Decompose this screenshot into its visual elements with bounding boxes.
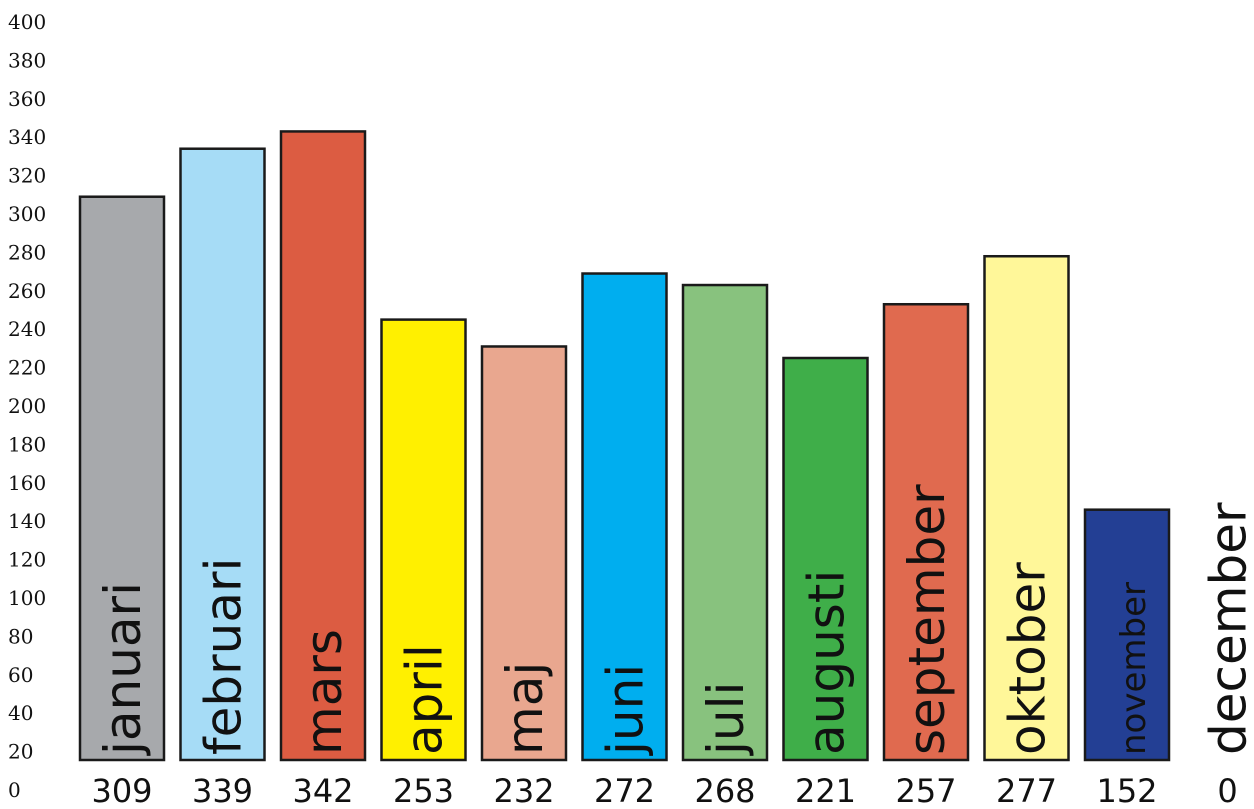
value-label-april: 253 — [393, 772, 454, 809]
y-tick-label: 100 — [8, 586, 46, 610]
value-label-maj: 232 — [493, 772, 554, 809]
y-tick-label: 360 — [8, 87, 46, 111]
bar-juli — [681, 283, 769, 762]
bar-april — [380, 318, 467, 762]
y-tick-label: 200 — [8, 394, 46, 418]
category-label-december: december — [1200, 502, 1254, 755]
value-label-december: 0 — [1217, 772, 1237, 809]
value-label-oktober: 277 — [996, 772, 1057, 809]
y-axis: 0 20 40 60 80 100 120 140 160 180 200 220 240 260 280 3… — [8, 10, 46, 802]
category-label-maj: maj — [496, 662, 554, 755]
y-tick-label: 340 — [8, 125, 46, 149]
category-label-augusti: augusti — [798, 570, 856, 755]
bar-oktober — [983, 254, 1070, 762]
value-labels: 309 339 342 253 232 272 268 221 257 277 152 0 — [91, 772, 1237, 809]
y-tick-label: 180 — [8, 432, 46, 456]
bar-augusti — [782, 356, 869, 762]
category-label-oktober: oktober — [999, 562, 1057, 755]
y-tick-label: 80 — [8, 624, 33, 648]
y-tick-label: 300 — [8, 202, 46, 226]
category-labels: januari februari mars april maj juni juli augus… — [94, 484, 1254, 756]
y-tick-label: 280 — [8, 240, 46, 264]
y-tick-label: 160 — [8, 471, 46, 495]
category-label-juli: juli — [697, 682, 755, 756]
category-label-juni: juni — [597, 664, 655, 756]
value-label-september: 257 — [895, 772, 956, 809]
y-tick-label: 20 — [8, 740, 33, 764]
value-label-januari: 309 — [91, 772, 152, 809]
category-label-april: april — [396, 644, 454, 755]
y-tick-label: 240 — [8, 317, 46, 341]
value-label-mars: 342 — [292, 772, 353, 809]
bar-maj — [480, 345, 568, 762]
bar-juni — [581, 272, 668, 762]
y-tick-label: 380 — [8, 48, 46, 72]
category-label-mars: mars — [295, 629, 353, 755]
value-label-augusti: 221 — [795, 772, 856, 809]
bar-november — [1083, 508, 1171, 762]
category-label-september: september — [898, 484, 956, 755]
y-tick-label: 220 — [8, 356, 46, 380]
value-label-november: 152 — [1096, 772, 1157, 809]
y-tick-label: 120 — [8, 548, 46, 572]
y-tick-label: 400 — [8, 10, 46, 34]
value-label-juni: 272 — [594, 772, 655, 809]
y-tick-label: 0 — [8, 778, 21, 802]
y-tick-label: 140 — [8, 509, 46, 533]
value-label-juli: 268 — [694, 772, 755, 809]
y-tick-label: 260 — [8, 279, 46, 303]
y-tick-label: 320 — [8, 164, 46, 188]
bar-februari — [179, 147, 266, 762]
bar-januari — [78, 195, 166, 762]
bar-mars — [279, 130, 367, 762]
category-label-november: november — [1114, 582, 1154, 755]
category-label-januari: januari — [94, 582, 152, 756]
y-tick-label: 60 — [8, 663, 33, 687]
value-label-februari: 339 — [192, 772, 253, 809]
category-label-februari: februari — [195, 558, 253, 755]
bars — [78, 130, 1171, 762]
bar-september — [882, 302, 970, 762]
y-tick-label: 40 — [8, 701, 33, 725]
